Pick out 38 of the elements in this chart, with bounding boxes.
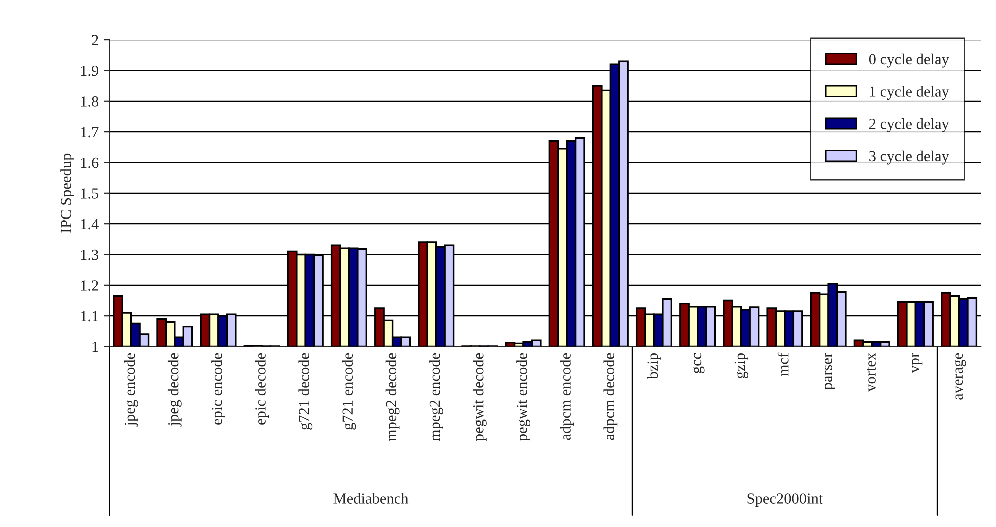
x-tick-label: pegwit decode (473, 353, 487, 442)
x-tick-label: vortex (867, 353, 876, 392)
x-tick-label: g721 decode (298, 353, 313, 430)
y-tick-label: 1.6 (81, 158, 99, 168)
y-tick-label: 1.7 (81, 127, 99, 138)
x-tick-label: parser (825, 353, 836, 390)
x-tick-label: epic decode (255, 353, 269, 425)
text: Mediabench (334, 493, 409, 504)
x-tick-label: adpcm decode (604, 353, 618, 440)
x-tick-label: mpeg2 decode (386, 353, 400, 442)
x-tick-label: mpeg2 encode (429, 353, 444, 442)
y-tick-label: 1 (92, 342, 98, 352)
y-tick-label: 1.8 (81, 96, 99, 107)
x-tick-label: gcc (694, 353, 705, 374)
y-tick-label: 1.2 (81, 280, 98, 291)
x-tick-label: adpcm encode (560, 353, 574, 440)
x-tick-label: bzip (647, 354, 662, 380)
y-tick-label: 1.4 (81, 219, 99, 230)
x-tick-label: jpeg decode (168, 353, 182, 427)
x-tick-label: jpeg encode (124, 353, 138, 427)
text: Spec2000int (748, 494, 824, 508)
x-tick-label: mcf (778, 352, 789, 376)
x-tick-label: average (955, 353, 966, 400)
y-axis-title: IPC Speedup (60, 154, 74, 233)
legend-label: 1 cycle delay (870, 86, 950, 100)
x-tick-label: epic encode (212, 353, 226, 425)
legend-label: 2 cycle delay (870, 118, 950, 132)
x-tick-label: gzip (734, 354, 748, 379)
x-tick-label: vpr (912, 353, 923, 374)
y-tick-label: 1.5 (81, 188, 99, 199)
y-tick-label: 1.3 (81, 250, 99, 260)
x-tick-label: pegwit encode (516, 353, 530, 442)
x-tick-label: g721 encode (342, 353, 356, 430)
y-tick-label: 2 (92, 35, 98, 46)
legend-label: 3 cycle delay (870, 150, 950, 165)
y-tick-label: 1.9 (81, 66, 99, 76)
legend-label: 0 cycle delay (869, 54, 950, 68)
y-tick-label: 1.1 (81, 311, 98, 322)
